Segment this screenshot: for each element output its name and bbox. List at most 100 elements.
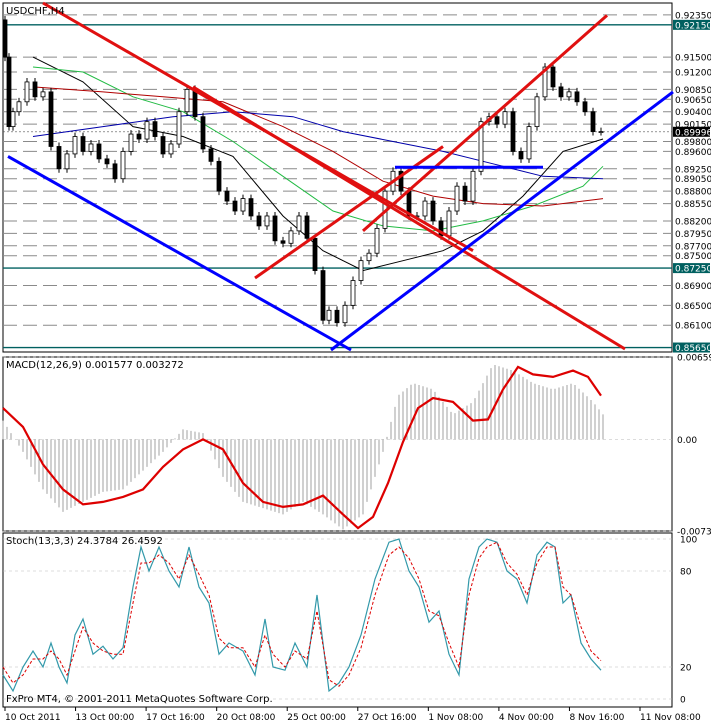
price-bar-body <box>566 91 572 98</box>
price-bar-body <box>374 227 380 254</box>
price-bar-body <box>104 158 110 165</box>
price-bar-body <box>304 215 310 239</box>
price-tick-label: 0.91500 <box>675 54 711 64</box>
price-tick-label: 0.87250 <box>675 265 711 275</box>
price-bar-body <box>358 260 364 281</box>
price-bar-body <box>16 101 22 113</box>
price-tick-label: 0.90850 <box>675 86 711 96</box>
price-bar-body <box>272 215 278 242</box>
price-bar-body <box>312 237 318 271</box>
price-bar-body <box>598 131 604 133</box>
level-label-bg <box>673 342 710 353</box>
price-bar-body <box>350 280 356 306</box>
price-bar-body <box>288 230 294 244</box>
price-tick-label: 0.89600 <box>675 148 711 158</box>
price-bar-body <box>2 19 8 58</box>
price-tick-label: 0.86100 <box>675 322 711 332</box>
price-tick-label: 0.90650 <box>675 96 711 106</box>
price-bar-body <box>96 143 102 160</box>
price-tick-label: 0.86900 <box>675 282 711 292</box>
price-bar-body <box>398 170 404 192</box>
price-bar-body <box>128 133 134 152</box>
price-bar-body <box>280 240 286 244</box>
price-bar-body <box>200 116 206 150</box>
stoch-title: Stoch(13,3,3) 24.3784 26.4592 <box>6 536 163 547</box>
current-price-label: 0.89996 <box>675 128 711 138</box>
price-bar-body <box>10 111 16 128</box>
price-bar-body <box>518 151 524 160</box>
price-bar-body <box>216 160 222 192</box>
time-axis: 10 Oct 2011 13 Oct 00:00 17 Oct 16:00 20 Oc… <box>3 706 701 723</box>
price-bar-body <box>478 121 484 172</box>
price-bar-body <box>136 133 142 140</box>
price-bar-body <box>144 121 150 140</box>
time-tick-label: 4 Nov 00:00 <box>499 713 554 723</box>
price-tick-label: 0.89250 <box>675 165 711 175</box>
price-tick-label: 0.85650 <box>675 344 711 354</box>
price-tick-label: 0.87500 <box>675 252 711 262</box>
price-bar-body <box>264 215 270 227</box>
price-bar-body <box>510 111 516 152</box>
main-title: USDCHF,H4 <box>6 6 65 17</box>
price-tick-label: 0.90150 <box>675 121 711 131</box>
price-bar-body <box>72 136 78 155</box>
price-bar-body <box>56 146 62 170</box>
time-tick-label: 20 Oct 08:00 <box>217 713 276 723</box>
price-tick-label: 0.90400 <box>675 108 711 118</box>
time-tick-label: 27 Oct 16:00 <box>358 713 417 723</box>
current-price-bg <box>673 126 710 137</box>
price-tick-label: 0.87700 <box>675 242 711 252</box>
macd-panel: 0.00659 0.00 -0.00733 <box>2 354 711 538</box>
macd-signal-line <box>2 365 602 530</box>
price-tick-label: 0.88200 <box>675 217 711 227</box>
time-tick-label: 10 Oct 2011 <box>5 713 61 723</box>
price-tick-label: 0.88800 <box>675 188 711 198</box>
stoch-tick-label: 100 <box>680 536 697 546</box>
price-bar-body <box>240 198 246 212</box>
price-bar-body <box>526 126 532 160</box>
price-bar-body <box>430 200 436 222</box>
stoch-tick-label: 20 <box>680 664 692 674</box>
price-tick-label: 0.89050 <box>675 175 711 185</box>
price-bar-body <box>256 215 262 227</box>
price-bar-body <box>40 91 46 98</box>
price-bar-body <box>582 101 588 113</box>
macd-tick-label: 0.00 <box>677 436 697 446</box>
price-bar-body <box>232 200 238 212</box>
price-bar-body <box>366 252 372 262</box>
price-bar-body <box>574 91 580 103</box>
time-tick-label: 17 Oct 16:00 <box>146 713 205 723</box>
price-bar-body <box>558 86 564 98</box>
macd-tick-label: 0.00659 <box>677 354 711 364</box>
price-bar-body <box>168 143 174 155</box>
price-bar-body <box>176 111 182 145</box>
price-bar-body <box>160 136 166 155</box>
price-bar-body <box>184 88 190 113</box>
price-bar-body <box>112 163 118 180</box>
price-bar-body <box>534 96 540 128</box>
price-bar-body <box>152 121 158 137</box>
price-bar-body <box>192 88 198 118</box>
price-tick-label: 0.87950 <box>675 230 711 240</box>
price-bar-body <box>64 153 70 170</box>
price-bar-body <box>88 143 94 152</box>
price-bar-body <box>446 210 452 237</box>
price-tick-label: 0.86500 <box>675 302 711 312</box>
blue-down-line <box>7 155 352 352</box>
price-bar-body <box>342 304 348 324</box>
price-bar-body <box>320 270 326 321</box>
level-label-bg <box>673 19 710 30</box>
price-tick-label: 0.89800 <box>675 138 711 148</box>
price-bar-body <box>470 170 476 202</box>
macd-title: MACD(12,26,9) 0.001577 0.003272 <box>6 360 184 371</box>
price-frame <box>2 2 673 353</box>
level-label-bg <box>673 263 710 274</box>
time-tick-label: 8 Nov 16:00 <box>569 713 624 723</box>
stoch-tick-label: 80 <box>680 568 692 578</box>
price-tick-label: 0.92150 <box>675 21 711 31</box>
price-bar-body <box>224 190 230 202</box>
price-bar-body <box>422 200 428 217</box>
price-bar-body <box>550 66 556 88</box>
